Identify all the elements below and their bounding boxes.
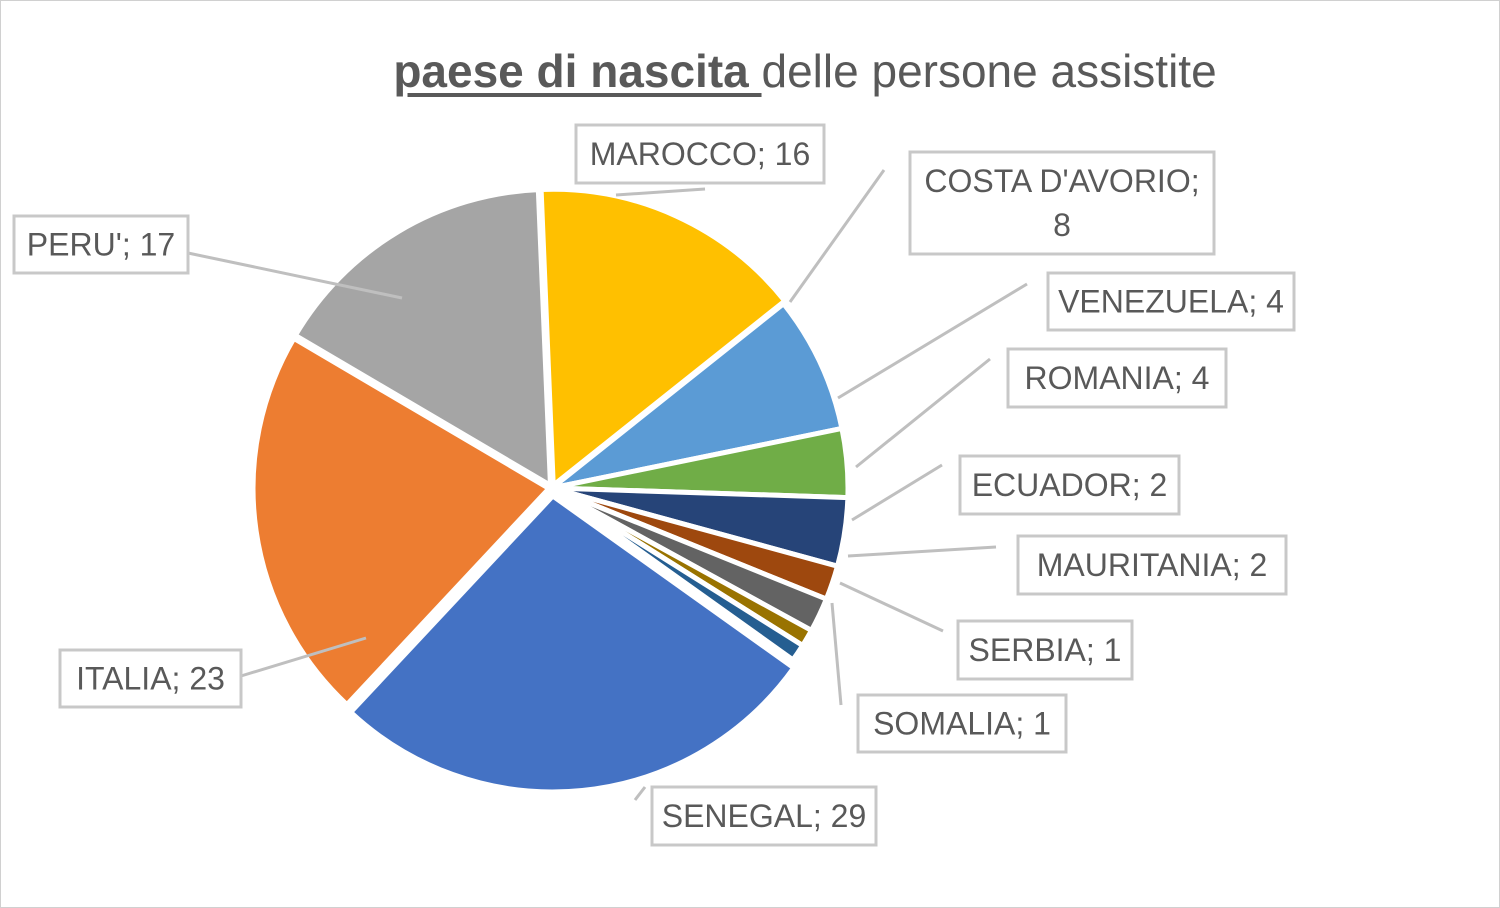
leader-line-italia <box>240 636 367 678</box>
data-label-senegal: SENEGAL; 29 <box>650 785 878 847</box>
leader-line-senegal <box>633 786 647 801</box>
data-label-venezuela: VENEZUELA; 4 <box>1046 271 1296 332</box>
data-label-ecuador: ECUADOR; 2 <box>958 454 1181 516</box>
pie-slice-senegal <box>348 493 797 795</box>
pie-slice-italia <box>250 335 552 708</box>
leader-line-serbia <box>839 581 944 633</box>
pie-slice-peru <box>292 187 553 488</box>
leader-line-costa-d-avorio <box>788 169 886 303</box>
data-label-marocco: MAROCCO; 16 <box>574 123 826 185</box>
data-label-box <box>58 648 243 709</box>
data-label-box <box>12 214 190 275</box>
data-label-text: PERU'; 17 <box>27 227 175 263</box>
data-label-text: SENEGAL; 29 <box>662 798 867 834</box>
leader-line-mauritania <box>847 545 997 558</box>
leader-line-somalia <box>830 602 843 706</box>
data-label-italia: ITALIA; 23 <box>58 648 243 709</box>
data-label-box <box>908 150 1216 256</box>
data-label-costa-d-avorio: COSTA D'AVORIO; 8 <box>908 150 1216 256</box>
data-label-text: ITALIA; 23 <box>76 661 225 697</box>
data-label-romania: ROMANIA; 4 <box>1006 347 1228 409</box>
data-label-box <box>574 123 826 185</box>
data-label-box <box>856 693 1068 754</box>
leader-line-romania <box>855 357 991 469</box>
data-label-mauritania: MAURITANIA; 2 <box>1016 534 1288 596</box>
data-label-text: 8 <box>1053 207 1071 243</box>
data-label-text: MAROCCO; 16 <box>590 136 810 172</box>
data-label-box <box>1006 347 1228 409</box>
data-label-box <box>650 785 878 847</box>
data-label-text: SERBIA; 1 <box>969 632 1122 668</box>
data-label-somalia: SOMALIA; 1 <box>856 693 1068 754</box>
data-label-box <box>1016 534 1288 596</box>
data-label-serbia: SERBIA; 1 <box>956 619 1134 681</box>
leader-line-marocco <box>615 187 706 197</box>
data-label-text: COSTA D'AVORIO; <box>924 163 1199 199</box>
leader-line-ecuador <box>851 463 943 522</box>
leader-line-venezuela <box>837 282 1028 400</box>
data-label-box <box>1046 271 1296 332</box>
data-label-text: ROMANIA; 4 <box>1025 360 1210 396</box>
data-label-text: MAURITANIA; 2 <box>1037 547 1268 583</box>
leader-line-peru <box>187 251 403 300</box>
pie-slice-somalia <box>549 485 806 663</box>
data-label-text: VENEZUELA; 4 <box>1058 284 1284 320</box>
pie-slice-marocco <box>538 186 788 488</box>
data-label-peru: PERU'; 17 <box>12 214 190 275</box>
data-label-box <box>958 454 1181 516</box>
data-label-box <box>956 619 1134 681</box>
data-label-text: ECUADOR; 2 <box>972 467 1168 503</box>
data-label-text: SOMALIA; 1 <box>873 706 1051 742</box>
